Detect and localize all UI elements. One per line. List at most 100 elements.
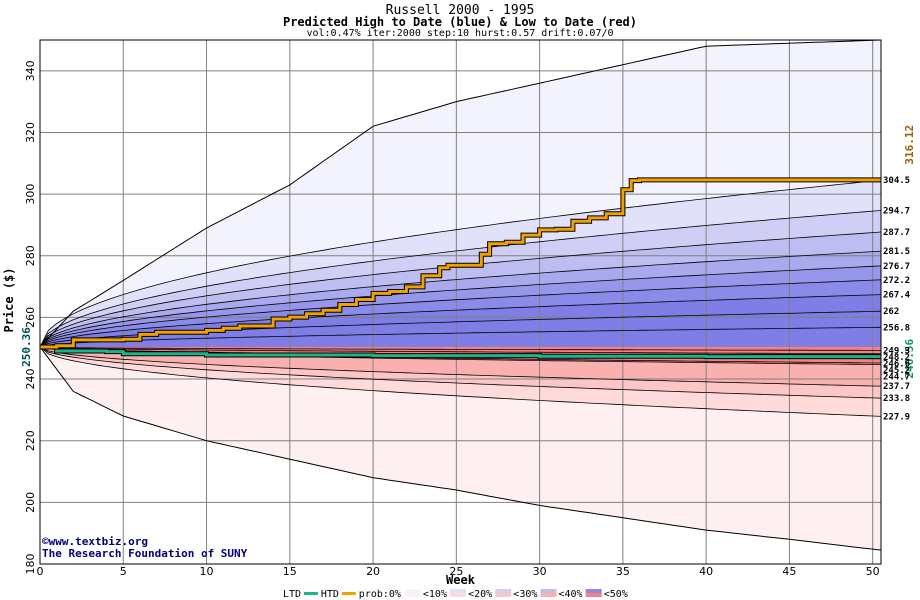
y-tick-label: 180	[24, 554, 37, 575]
htd-end-label: 316.12	[903, 125, 916, 165]
y-tick-label: 300	[24, 184, 37, 205]
legend-label: <20%	[468, 589, 492, 600]
band-value-label: 249.3	[883, 346, 910, 356]
y-tick-label: 280	[24, 245, 37, 266]
ltd-end-label: 246.56	[903, 338, 916, 378]
legend-swatch-band	[450, 593, 467, 597]
x-tick-label: 35	[616, 565, 630, 578]
high-band-line	[39, 294, 882, 348]
high-probability-band	[40, 311, 881, 347]
legend-swatch-band	[585, 589, 602, 593]
x-tick-label: 0	[37, 565, 44, 578]
y-axis-label: Price ($)	[2, 267, 16, 332]
legend-swatch-ltd	[303, 592, 318, 595]
band-value-label: 276.7	[883, 262, 910, 272]
low-probability-band	[40, 347, 881, 551]
low-probability-band	[40, 347, 881, 399]
high-probability-band	[40, 251, 881, 347]
legend-swatch-band	[404, 589, 421, 593]
low-band-line	[39, 346, 882, 399]
low-band-line	[39, 346, 882, 355]
legend-swatch-band	[585, 593, 602, 597]
legend-swatch-band	[404, 593, 421, 597]
x-axis-label: Week	[446, 573, 476, 587]
band-value-label: 245.2	[883, 366, 910, 376]
high-probability-band	[40, 232, 881, 347]
high-probability-band	[40, 279, 881, 347]
high-band-line	[39, 250, 882, 348]
legend-label: <50%	[604, 589, 628, 600]
x-tick-label: 20	[366, 565, 380, 578]
x-tick-label: 30	[533, 565, 547, 578]
x-tick-label: 45	[782, 565, 796, 578]
low-band-line	[39, 346, 882, 387]
plot-frame	[39, 39, 882, 565]
low-probability-band	[40, 347, 881, 363]
band-value-label: 272.2	[883, 276, 910, 286]
legend-swatch-htd	[341, 592, 356, 595]
credit-url: ©www.textbiz.org	[42, 535, 148, 548]
legend-swatch-band	[540, 593, 557, 597]
legend-label: <10%	[423, 589, 447, 600]
band-value-label: 256.8	[883, 323, 910, 333]
y-tick-label: 220	[24, 430, 37, 451]
y-tick-label: 340	[24, 60, 37, 81]
high-probability-band	[40, 327, 881, 351]
x-tick-label: 15	[283, 565, 297, 578]
outer-low-envelope	[39, 346, 882, 551]
x-tick-label: 40	[699, 565, 713, 578]
x-tick-label: 10	[200, 565, 214, 578]
low-band-line	[39, 346, 882, 417]
band-value-label: 237.7	[883, 382, 910, 392]
chart-params: vol:0.47% iter:2000 step:10 hurst:0.57 d…	[306, 28, 614, 39]
x-tick-label: 50	[866, 565, 880, 578]
x-tick-label: 25	[449, 565, 463, 578]
credit-org: The Research Foundation of SUNY	[42, 547, 248, 560]
legend-swatch-band	[540, 589, 557, 593]
htd-series-line	[40, 178, 881, 349]
band-value-label: 246.6	[883, 359, 910, 369]
legend-label: <40%	[559, 589, 583, 600]
legend-label: HTD	[321, 589, 339, 600]
legend-swatch-band	[450, 589, 467, 593]
band-value-label: 227.9	[883, 412, 910, 422]
high-probability-band	[40, 210, 881, 347]
start-value-label: 250.36	[20, 327, 33, 367]
band-value-label: 267.4	[883, 291, 911, 301]
x-tick-label: 5	[120, 565, 127, 578]
band-value-label: 244.7	[883, 372, 910, 382]
legend-swatch-band	[495, 593, 512, 597]
high-band-line	[39, 346, 881, 351]
low-probability-band	[40, 347, 881, 365]
high-band-line	[39, 326, 882, 348]
band-value-label: 287.7	[883, 228, 910, 238]
outer-high-envelope	[39, 39, 882, 348]
high-band-line	[39, 265, 882, 348]
chart-subtitle: Predicted High to Date (blue) & Low to D…	[282, 15, 637, 29]
chart-title: Russell 2000 - 1995	[385, 3, 535, 18]
y-tick-label: 260	[24, 307, 37, 328]
band-value-label: 294.7	[883, 206, 910, 216]
y-tick-label: 320	[24, 122, 37, 143]
band-value-label: 248.2	[883, 353, 910, 363]
high-band-line	[39, 210, 882, 348]
high-probability-band	[40, 265, 881, 347]
band-value-label: 233.8	[883, 394, 910, 404]
low-probability-band	[40, 347, 881, 417]
legend-swatch-band	[495, 589, 512, 593]
legend-label: prob:0%	[359, 589, 401, 600]
high-probability-band	[40, 180, 881, 347]
band-value-label: 281.5	[883, 247, 910, 257]
high-band-line	[39, 179, 882, 348]
legend-label: <30%	[513, 589, 537, 600]
high-probability-band	[40, 40, 881, 347]
band-value-label: 304.5	[883, 176, 910, 186]
legend-label: LTD	[283, 589, 301, 600]
y-tick-label: 200	[24, 492, 37, 513]
ltd-series-line	[40, 345, 881, 359]
high-band-line	[39, 279, 882, 348]
high-probability-band	[40, 294, 881, 347]
band-value-label: 262	[883, 307, 899, 317]
y-tick-label: 240	[24, 369, 37, 390]
